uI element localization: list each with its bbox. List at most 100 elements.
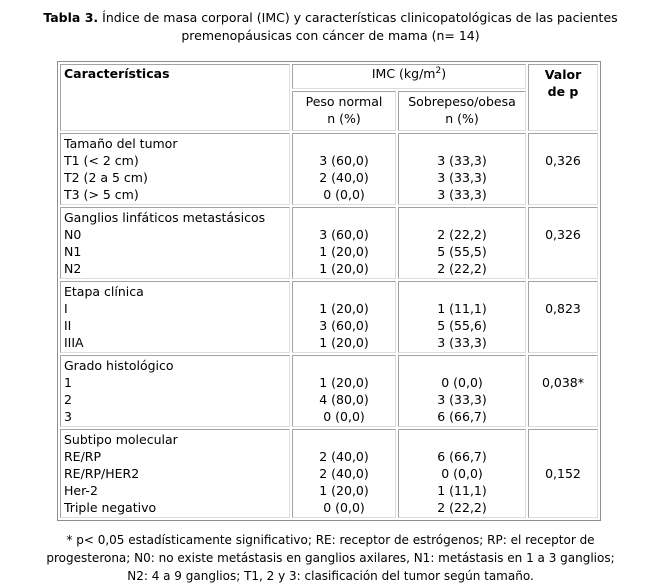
row-label: 2	[64, 392, 72, 407]
header-row-2: Peso normal n (%) Sobrepeso/obesa n (%)	[60, 91, 598, 131]
value-peso-normal: 3 (60,0)	[319, 227, 369, 242]
row-label: Her-2	[64, 483, 98, 498]
imc-label-post: )	[441, 66, 447, 81]
p-value: 0,326	[545, 227, 581, 242]
spacer	[296, 431, 392, 448]
imc-table: Características IMC (kg/m2) Valor de p P…	[57, 61, 601, 521]
section-peso-normal-cell: 3 (60,0) 1 (20,0) 1 (20,0)	[292, 207, 396, 279]
p-value: 0,326	[545, 153, 581, 168]
row-label: 3	[64, 409, 72, 424]
section-header: Subtipo molecular	[64, 432, 178, 447]
section-row: Ganglios linfáticos metastásicos N0 N1 N2 3…	[60, 207, 598, 279]
value-sobrepeso: 0 (0,0)	[441, 466, 483, 481]
spacer	[296, 283, 392, 300]
value-peso-normal: 0 (0,0)	[323, 187, 365, 202]
spacer	[402, 135, 522, 152]
section-sobrepeso-cell: 1 (11,1) 5 (55,6) 3 (33,3)	[398, 281, 526, 353]
section-row: Etapa clínica I II IIIA 1 (20,0) 3 (60,0) 1 (…	[60, 281, 598, 353]
spacer	[296, 209, 392, 226]
section-row: Tamaño del tumor T1 (< 2 cm) T2 (2 a 5 cm)…	[60, 133, 598, 205]
footnote: * p< 0,05 estadísticamente significativo…	[0, 531, 661, 585]
header-valor-p: Valor de p	[528, 64, 598, 131]
value-peso-normal: 1 (20,0)	[319, 375, 369, 390]
section-sobrepeso-cell: 2 (22,2) 5 (55,5) 2 (22,2)	[398, 207, 526, 279]
value-sobrepeso: 2 (22,2)	[437, 500, 487, 515]
value-peso-normal: 2 (40,0)	[319, 170, 369, 185]
row-label: I	[64, 301, 68, 316]
section-pvalue-cell: 0,038*	[528, 355, 598, 427]
row-label: T2 (2 a 5 cm)	[64, 170, 148, 185]
section-sobrepeso-cell: 6 (66,7) 0 (0,0) 1 (11,1) 2 (22,2)	[398, 429, 526, 518]
value-peso-normal: 1 (20,0)	[319, 301, 369, 316]
spacer	[532, 209, 594, 226]
spacer	[402, 357, 522, 374]
header-caracteristicas: Características	[60, 64, 290, 131]
section-characteristics-cell: Grado histológico 1 2 3	[60, 355, 290, 427]
value-peso-normal: 0 (0,0)	[323, 500, 365, 515]
peso-normal-line-1: Peso normal	[305, 94, 383, 109]
value-peso-normal: 2 (40,0)	[319, 466, 369, 481]
section-peso-normal-cell: 1 (20,0) 4 (80,0) 0 (0,0)	[292, 355, 396, 427]
spacer	[402, 209, 522, 226]
row-label: N1	[64, 244, 82, 259]
title-line-2: premenopáusicas con cáncer de mama (n= 1…	[181, 28, 480, 43]
row-label: Triple negativo	[64, 500, 157, 515]
p-value: 0,152	[545, 466, 581, 481]
title-text: Índice de masa corporal (IMC) y caracter…	[98, 10, 618, 25]
sobrepeso-line-1: Sobrepeso/obesa	[408, 94, 516, 109]
section-peso-normal-cell: 3 (60,0) 2 (40,0) 0 (0,0)	[292, 133, 396, 205]
row-label: N2	[64, 261, 82, 276]
value-sobrepeso: 3 (33,3)	[437, 335, 487, 350]
section-pvalue-cell: 0,823	[528, 281, 598, 353]
value-peso-normal: 3 (60,0)	[319, 153, 369, 168]
spacer	[296, 135, 392, 152]
value-sobrepeso: 3 (33,3)	[437, 187, 487, 202]
section-row: Grado histológico 1 2 3 1 (20,0) 4 (80,0) 0 (…	[60, 355, 598, 427]
imc-label-pre: IMC (kg/m	[371, 66, 436, 81]
spacer	[532, 448, 594, 465]
value-peso-normal: 3 (60,0)	[319, 318, 369, 333]
value-sobrepeso: 1 (11,1)	[437, 483, 487, 498]
section-peso-normal-cell: 2 (40,0) 2 (40,0) 1 (20,0) 0 (0,0)	[292, 429, 396, 518]
peso-normal-line-2: n (%)	[327, 111, 361, 126]
p-value: 0,038*	[541, 375, 585, 390]
section-characteristics-cell: Subtipo molecular RE/RP RE/RP/HER2 Her-2 Tri…	[60, 429, 290, 518]
section-characteristics-cell: Tamaño del tumor T1 (< 2 cm) T2 (2 a 5 cm)…	[60, 133, 290, 205]
section-sobrepeso-cell: 3 (33,3) 3 (33,3) 3 (33,3)	[398, 133, 526, 205]
spacer	[532, 357, 594, 374]
value-peso-normal: 1 (20,0)	[319, 261, 369, 276]
value-sobrepeso: 2 (22,2)	[437, 227, 487, 242]
row-label: RE/RP/HER2	[64, 466, 140, 481]
value-peso-normal: 1 (20,0)	[319, 335, 369, 350]
header-sobrepeso: Sobrepeso/obesa n (%)	[398, 91, 526, 131]
row-label: T1 (< 2 cm)	[64, 153, 139, 168]
section-pvalue-cell: 0,152	[528, 429, 598, 518]
header-row-1: Características IMC (kg/m2) Valor de p	[60, 64, 598, 131]
valor-p-line-2: de p	[547, 84, 579, 99]
row-label: T3 (> 5 cm)	[64, 187, 139, 202]
sobrepeso-line-2: n (%)	[445, 111, 479, 126]
row-label: 1	[64, 375, 72, 390]
value-sobrepeso: 6 (66,7)	[437, 409, 487, 424]
section-header: Grado histológico	[64, 358, 174, 373]
table-title: Tabla 3. Índice de masa corporal (IMC) y…	[0, 9, 661, 45]
value-peso-normal: 2 (40,0)	[319, 449, 369, 464]
spacer	[532, 431, 594, 448]
value-peso-normal: 1 (20,0)	[319, 483, 369, 498]
section-characteristics-cell: Etapa clínica I II IIIA	[60, 281, 290, 353]
section-peso-normal-cell: 1 (20,0) 3 (60,0) 1 (20,0)	[292, 281, 396, 353]
spacer	[296, 357, 392, 374]
section-pvalue-cell: 0,326	[528, 207, 598, 279]
value-sobrepeso: 3 (33,3)	[437, 392, 487, 407]
section-pvalue-cell: 0,326	[528, 133, 598, 205]
title-label: Tabla 3.	[43, 10, 99, 25]
value-sobrepeso: 3 (33,3)	[437, 170, 487, 185]
value-peso-normal: 4 (80,0)	[319, 392, 369, 407]
value-sobrepeso: 0 (0,0)	[441, 375, 483, 390]
section-header: Tamaño del tumor	[64, 136, 178, 151]
imc-superscript: 2	[435, 65, 442, 76]
title-line-1: Tabla 3. Índice de masa corporal (IMC) y…	[0, 9, 661, 27]
value-sobrepeso: 5 (55,5)	[437, 244, 487, 259]
row-label: N0	[64, 227, 82, 242]
section-header: Etapa clínica	[64, 284, 144, 299]
